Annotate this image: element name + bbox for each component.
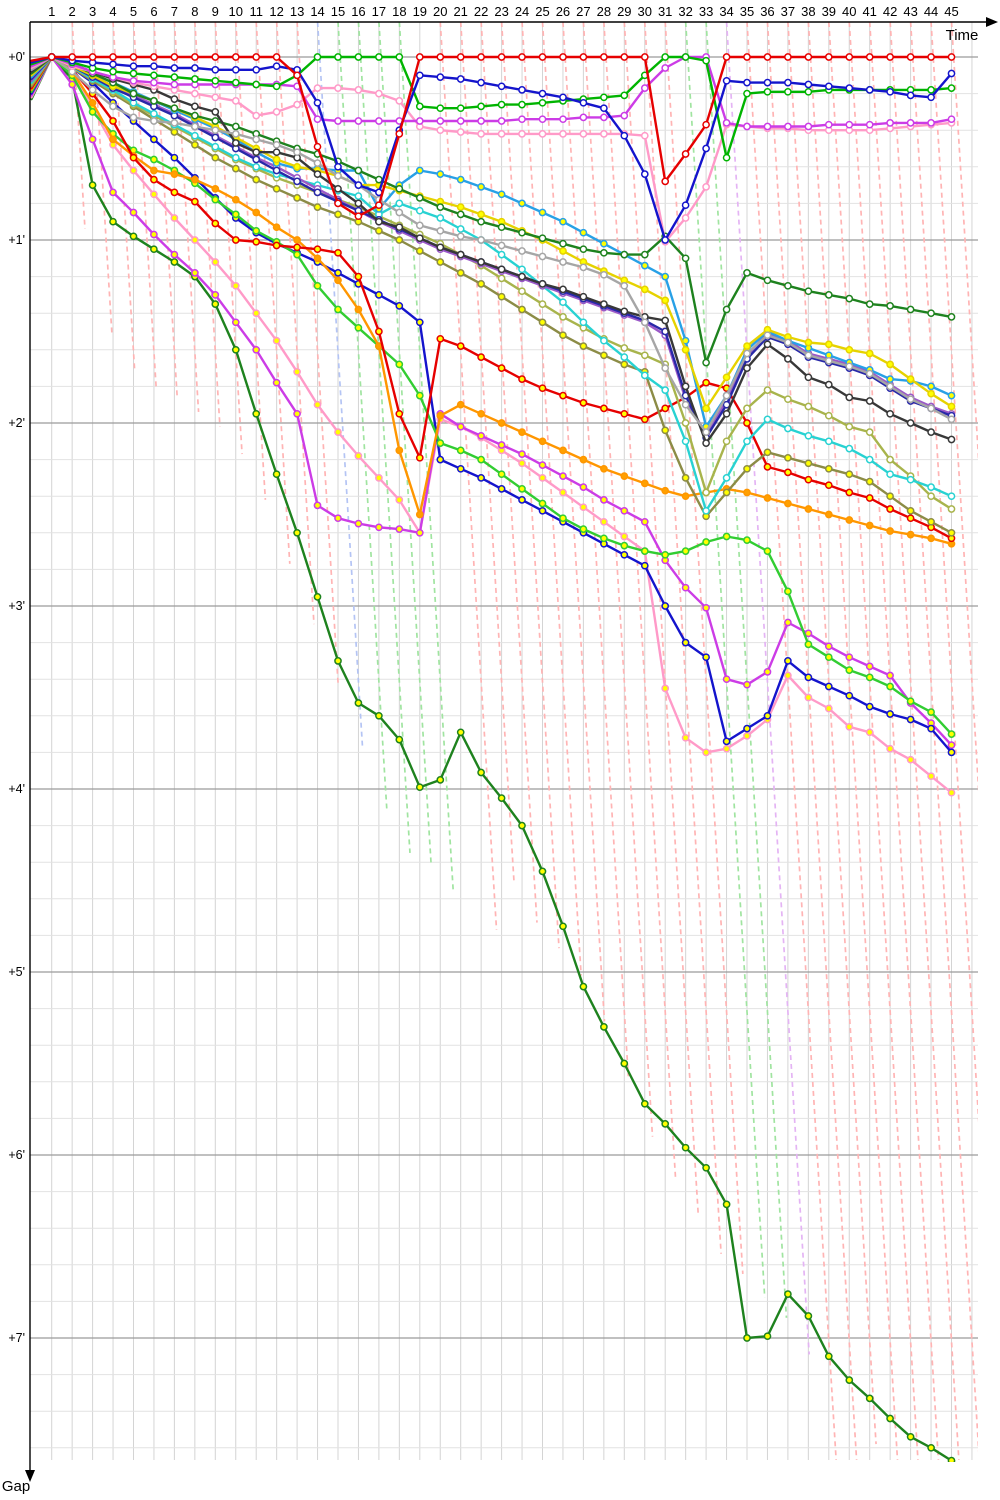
lap-marker-lines <box>71 22 978 1461</box>
x-axis-title: Time <box>946 27 979 44</box>
y-tick-label: +1' <box>8 233 25 247</box>
x-tick-label: 22 <box>474 4 488 19</box>
x-tick-label: 44 <box>924 4 938 19</box>
y-axis-title: Gap <box>2 1478 30 1495</box>
x-tick-label: 28 <box>597 4 611 19</box>
x-tick-label: 42 <box>883 4 897 19</box>
x-tick-label: 15 <box>331 4 345 19</box>
x-tick-label: 1 <box>48 4 55 19</box>
x-tick-label: 6 <box>150 4 157 19</box>
series-car-magenta-b <box>30 53 956 749</box>
x-tick-label: 16 <box>351 4 365 19</box>
x-tick-label: 10 <box>229 4 243 19</box>
x-tick-label: 21 <box>453 4 467 19</box>
series-car-black-a <box>30 53 956 447</box>
x-tick-label: 32 <box>678 4 692 19</box>
y-tick-label: +5' <box>8 965 25 979</box>
x-tick-label: 38 <box>801 4 815 19</box>
x-tick-label: 23 <box>494 4 508 19</box>
series-car-forest-b <box>30 53 956 1462</box>
x-tick-label: 2 <box>69 4 76 19</box>
x-tick-label: 33 <box>699 4 713 19</box>
gridlines <box>30 22 978 1460</box>
series-car-pink-b <box>30 53 956 797</box>
x-tick-label: 4 <box>109 4 116 19</box>
x-tick-label: 41 <box>862 4 876 19</box>
axes <box>25 17 998 1482</box>
x-tick-label: 13 <box>290 4 304 19</box>
x-tick-label: 7 <box>171 4 178 19</box>
x-tick-label: 18 <box>392 4 406 19</box>
x-tick-label: 25 <box>535 4 549 19</box>
y-tick-label: +4' <box>8 782 25 796</box>
x-tick-label: 19 <box>413 4 427 19</box>
series-car-olive-b <box>30 53 956 537</box>
x-tick-label: 26 <box>556 4 570 19</box>
series-car-magenta-a <box>30 53 956 131</box>
x-tick-label: 45 <box>944 4 958 19</box>
x-tick-label: 14 <box>310 4 324 19</box>
y-tick-label: +3' <box>8 599 25 613</box>
x-tick-label: 37 <box>781 4 795 19</box>
x-tick-label: 34 <box>719 4 733 19</box>
x-tick-label: 39 <box>822 4 836 19</box>
y-tick-label: +0' <box>8 50 25 64</box>
x-tick-label: 43 <box>903 4 917 19</box>
y-tick-label: +7' <box>8 1331 25 1345</box>
x-tick-label: 12 <box>269 4 283 19</box>
x-tick-label: 36 <box>760 4 774 19</box>
x-tick-label: 29 <box>617 4 631 19</box>
y-tick-label: +2' <box>8 416 25 430</box>
x-tick-label: 27 <box>576 4 590 19</box>
y-tick-label: +6' <box>8 1148 25 1162</box>
x-tick-label: 20 <box>433 4 447 19</box>
x-tick-label: 3 <box>89 4 96 19</box>
x-tick-label: 9 <box>212 4 219 19</box>
series-car-dodger-b <box>30 53 956 431</box>
series-lines <box>30 53 956 1462</box>
series-car-blue-a <box>30 53 956 244</box>
x-tick-label: 17 <box>372 4 386 19</box>
x-tick-label: 8 <box>191 4 198 19</box>
x-tick-label: 11 <box>249 4 263 19</box>
series-car-gray-a <box>30 53 956 436</box>
x-tick-label: 40 <box>842 4 856 19</box>
x-tick-label: 30 <box>638 4 652 19</box>
series-car-red-a <box>30 53 956 221</box>
series-car-forest-a <box>30 53 956 367</box>
x-tick-label: 5 <box>130 4 137 19</box>
x-tick-label: 35 <box>740 4 754 19</box>
axis-tick-labels: 1 2 3 4 5 6 7 8 9 10 11 12 13 14 15 16 17 18 19 20 21 22 23 24 2… <box>8 4 958 1345</box>
series-car-lime-b <box>30 53 956 738</box>
x-tick-label: 31 <box>658 4 672 19</box>
x-tick-label: 24 <box>515 4 529 19</box>
